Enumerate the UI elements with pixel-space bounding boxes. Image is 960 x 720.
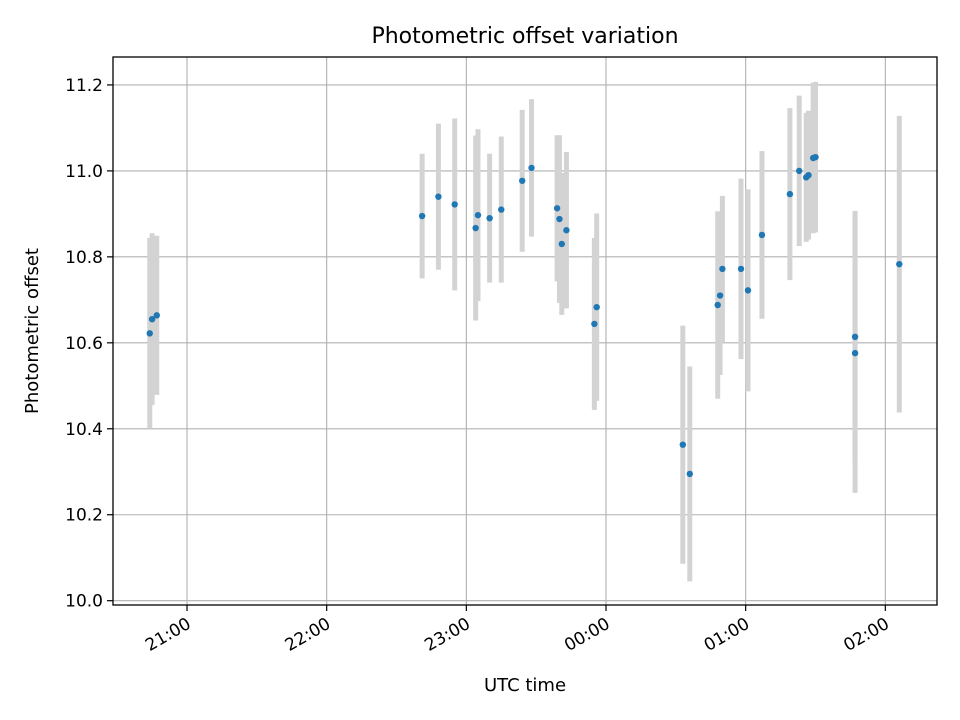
data-point <box>737 265 745 273</box>
data-point <box>498 206 505 213</box>
data-point <box>435 193 442 200</box>
y-tick-label: 10.6 <box>65 334 103 354</box>
y-axis-label: Photometric offset <box>22 248 43 414</box>
data-point <box>519 177 526 184</box>
y-tick-label: 10.8 <box>65 248 103 268</box>
data-point <box>758 231 766 239</box>
data-point <box>719 265 726 273</box>
data-point <box>796 167 803 175</box>
data-point <box>528 164 535 172</box>
data-point <box>474 211 482 219</box>
data-point <box>896 260 903 268</box>
x-axis-label: UTC time <box>484 675 566 696</box>
data-point <box>148 315 156 323</box>
y-tick-label: 11.0 <box>65 162 103 182</box>
data-point <box>472 224 479 232</box>
data-point <box>553 205 561 212</box>
y-tick-label: 11.2 <box>65 76 103 96</box>
y-tick-label: 10.0 <box>65 592 103 612</box>
data-point <box>686 470 693 478</box>
data-point <box>563 227 570 234</box>
chart-title: Photometric offset variation <box>371 24 678 49</box>
data-point <box>153 312 160 319</box>
data-point <box>805 171 812 179</box>
data-point <box>851 349 859 357</box>
data-point <box>786 190 794 198</box>
axes-frame <box>112 56 938 606</box>
data-point <box>716 292 724 299</box>
data-point <box>146 330 153 337</box>
data-point <box>593 303 600 311</box>
data-point <box>744 287 752 294</box>
data-point <box>851 333 859 341</box>
data-point <box>812 153 819 161</box>
data-point <box>451 201 458 208</box>
data-point <box>714 301 721 309</box>
y-axis-ticks: 10.0 10.2 10.4 10.6 10.8 11.0 11.2 <box>65 76 113 612</box>
grid <box>113 57 937 605</box>
data-points <box>146 153 903 478</box>
data-point <box>591 320 598 328</box>
y-tick-label: 10.4 <box>65 420 103 440</box>
data-point <box>679 441 687 448</box>
y-tick-label: 10.2 <box>65 506 103 526</box>
data-point <box>556 215 563 223</box>
data-point <box>486 214 493 222</box>
data-point <box>558 240 565 248</box>
data-point <box>418 212 426 220</box>
